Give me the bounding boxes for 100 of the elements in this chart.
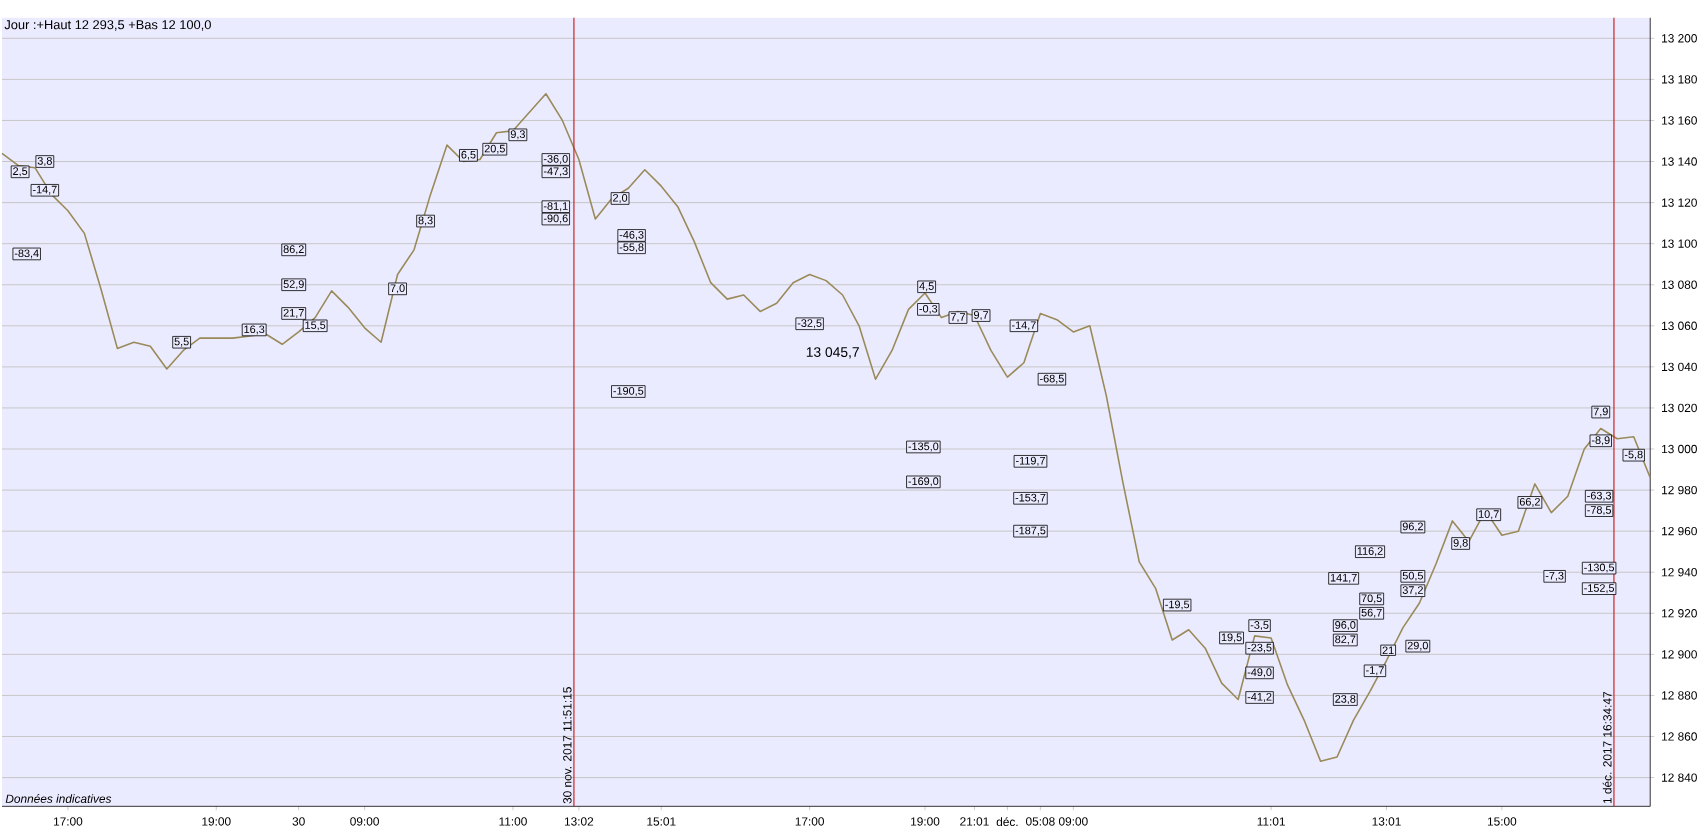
annotation: -32,5 bbox=[797, 319, 822, 329]
annotation: 66,2 bbox=[1519, 498, 1540, 508]
annotation: 23,8 bbox=[1335, 695, 1356, 705]
annotation: 37,2 bbox=[1402, 586, 1423, 596]
annotation: Données indicatives bbox=[5, 794, 112, 804]
y-tick-label: 12 860 bbox=[1662, 732, 1697, 741]
y-tick-label: 12 920 bbox=[1662, 609, 1697, 618]
annotation: 116,2 bbox=[1357, 547, 1383, 557]
annotation: -41,2 bbox=[1247, 693, 1272, 703]
annotation: 21 bbox=[1382, 646, 1394, 655]
annotation: 5,5 bbox=[174, 337, 189, 347]
x-tick-label: 15:00 bbox=[1487, 817, 1517, 826]
annotation: -78,5 bbox=[1587, 506, 1612, 516]
x-tick-label: 05:08 bbox=[1026, 817, 1055, 826]
annotation: 52,9 bbox=[283, 280, 304, 290]
annotation: -47,3 bbox=[543, 167, 568, 177]
annotation: -49,0 bbox=[1247, 668, 1272, 678]
annotation: 7,7 bbox=[950, 313, 965, 323]
annotation: -55,8 bbox=[619, 243, 644, 253]
annotation: 3,8 bbox=[37, 157, 52, 167]
annotation: 20,5 bbox=[484, 144, 505, 154]
annotation: -68,5 bbox=[1040, 374, 1064, 384]
annotation: -81,1 bbox=[543, 202, 568, 212]
x-tick-label: 19:00 bbox=[911, 817, 940, 826]
y-tick-label: 13 020 bbox=[1662, 403, 1697, 413]
y-tick-label: 12 960 bbox=[1662, 527, 1697, 536]
x-tick-label: 17:00 bbox=[795, 817, 824, 826]
annotation: 56,7 bbox=[1361, 608, 1382, 618]
annotation: -8,9 bbox=[1591, 436, 1610, 446]
y-tick-label: 12 880 bbox=[1662, 691, 1697, 700]
annotation: 9,3 bbox=[510, 130, 525, 140]
annotation: 15,5 bbox=[305, 321, 326, 331]
annotation: 9,8 bbox=[1453, 539, 1468, 549]
annotation: 96,2 bbox=[1402, 522, 1423, 532]
annotation: -130,5 bbox=[1584, 563, 1615, 573]
y-tick-label: 13 060 bbox=[1662, 321, 1697, 331]
annotation: -23,5 bbox=[1247, 643, 1272, 653]
annotation: 70,5 bbox=[1361, 594, 1382, 604]
x-tick-label: 30 bbox=[292, 817, 305, 826]
annotation: -135,0 bbox=[908, 442, 939, 452]
annotation: 6,5 bbox=[461, 151, 476, 161]
annotation: -3,5 bbox=[1250, 621, 1269, 631]
annotation: 16,3 bbox=[244, 325, 265, 335]
y-tick-label: 12 940 bbox=[1662, 568, 1697, 577]
annotation: -36,0 bbox=[543, 155, 568, 165]
annotation: -0,3 bbox=[919, 305, 938, 315]
x-tick-label: déc. bbox=[996, 817, 1018, 827]
annotation: 13 045,7 bbox=[806, 347, 859, 359]
y-tick-label: 13 000 bbox=[1662, 444, 1697, 454]
annotation: 82,7 bbox=[1335, 635, 1356, 645]
annotation: 30 nov. 2017 11:51:15 bbox=[563, 687, 572, 804]
annotation: -7,3 bbox=[1545, 571, 1564, 581]
annotation: 10,7 bbox=[1478, 510, 1499, 520]
x-tick-label: 13:02 bbox=[564, 817, 594, 826]
y-tick-label: 13 080 bbox=[1662, 280, 1697, 290]
annotation: -63,3 bbox=[1587, 491, 1612, 501]
y-tick-label: 13 100 bbox=[1662, 239, 1697, 249]
x-tick-label: 21:01 bbox=[960, 817, 989, 826]
x-tick-label: 13:01 bbox=[1372, 817, 1401, 826]
y-tick-label: 13 160 bbox=[1662, 116, 1697, 125]
annotation: 21,7 bbox=[283, 309, 304, 319]
y-tick-label: 12 840 bbox=[1662, 773, 1697, 782]
annotation: -14,7 bbox=[32, 186, 57, 195]
x-tick-label: 15:01 bbox=[647, 817, 676, 826]
x-tick-label: 09:00 bbox=[350, 817, 379, 826]
annotation: -90,6 bbox=[543, 214, 568, 224]
annotation: 7,9 bbox=[1593, 407, 1608, 417]
annotation: -19,5 bbox=[1165, 600, 1190, 610]
y-tick-label: 13 120 bbox=[1662, 198, 1697, 207]
annotation: 1 déc. 2017 16:34:47 bbox=[1602, 692, 1612, 804]
y-tick-label: 12 980 bbox=[1662, 486, 1697, 495]
y-tick-label: 12 900 bbox=[1662, 650, 1697, 659]
annotation: -169,0 bbox=[908, 477, 939, 487]
annotation: -14,7 bbox=[1012, 321, 1036, 331]
x-tick-label: 19:00 bbox=[202, 817, 231, 826]
annotation: -152,5 bbox=[1584, 584, 1615, 594]
x-tick-label: 11:01 bbox=[1257, 817, 1285, 826]
annotation: -83,4 bbox=[14, 249, 39, 259]
annotation: 141,7 bbox=[1330, 574, 1357, 583]
annotation: 86,2 bbox=[283, 245, 304, 255]
x-tick-label: 17:00 bbox=[53, 817, 83, 826]
annotation: 96,0 bbox=[1335, 621, 1356, 631]
annotation: -119,7 bbox=[1015, 456, 1045, 466]
annotation: 4,5 bbox=[919, 282, 934, 292]
annotation: 50,5 bbox=[1402, 571, 1423, 581]
x-tick-label: 09:00 bbox=[1058, 817, 1088, 826]
annotation: -187,5 bbox=[1015, 526, 1046, 536]
annotation: -46,3 bbox=[619, 231, 644, 241]
annotation: -5,8 bbox=[1624, 450, 1643, 460]
y-tick-label: 13 140 bbox=[1662, 157, 1697, 166]
annotation: 2,5 bbox=[13, 167, 28, 177]
annotation: 8,3 bbox=[418, 216, 433, 226]
annotation: 7,0 bbox=[390, 284, 405, 294]
x-tick-label: 11:00 bbox=[499, 817, 527, 826]
annotation: -153,7 bbox=[1015, 493, 1046, 503]
annotation: -190,5 bbox=[613, 387, 644, 397]
annotation: 29,0 bbox=[1407, 641, 1428, 651]
annotation: 2,0 bbox=[613, 194, 628, 204]
y-tick-label: 13 200 bbox=[1662, 34, 1697, 43]
annotation: 19,5 bbox=[1221, 633, 1242, 643]
